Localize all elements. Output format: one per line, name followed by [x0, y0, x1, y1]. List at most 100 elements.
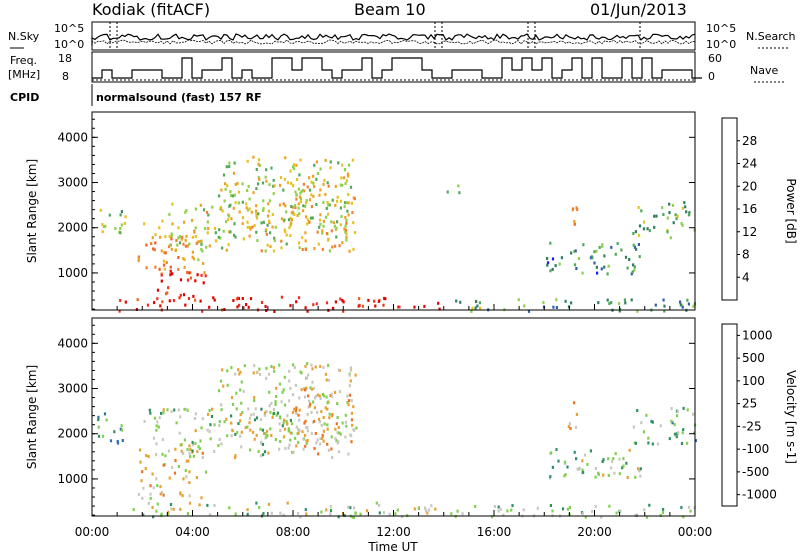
power-echo-cell — [290, 205, 293, 208]
power-echo-cell — [234, 201, 237, 205]
velocity-echo-cell — [147, 454, 150, 458]
velocity-echo-cell — [670, 407, 673, 410]
velocity-echo-cell — [101, 434, 105, 438]
velocity-echo-cell — [499, 507, 502, 511]
velocity-echo-cell — [354, 373, 357, 377]
velocity-echo-cell — [320, 510, 323, 514]
power-echo-cell — [345, 219, 348, 222]
velocity-echo-region — [143, 407, 295, 460]
power-echo-cell — [99, 208, 102, 212]
velocity-echo-cell — [274, 400, 277, 404]
velocity-echo-cell — [270, 434, 273, 437]
velocity-echo-cell — [597, 471, 600, 475]
velocity-echo-cell — [313, 406, 316, 410]
power-echo-cell — [319, 188, 322, 192]
velocity-echo-cell — [289, 438, 292, 442]
power-echo-cell — [218, 228, 221, 232]
power-echo-cell — [260, 221, 263, 225]
power-echo-cell — [297, 206, 300, 210]
power-echo-cell — [194, 279, 197, 283]
velocity-y-tick-label: 1000 — [57, 472, 88, 486]
velocity-echo-cell — [330, 414, 334, 418]
freq-traces — [92, 57, 702, 81]
velocity-echo-cell — [613, 471, 616, 475]
velocity-echo-cell — [680, 506, 683, 509]
velocity-echo-cell — [144, 467, 147, 471]
power-echo-cell — [258, 164, 261, 167]
power-echo-cell — [351, 158, 354, 162]
velocity-echo-cell — [619, 509, 622, 513]
power-echo-cell — [229, 230, 232, 234]
velocity-echo-cell — [179, 491, 182, 495]
velocity-echo-cell — [348, 384, 351, 388]
velocity-echo-cell — [609, 466, 613, 470]
velocity-echo-cell — [183, 407, 186, 411]
velocity-echo-cell — [293, 436, 297, 440]
velocity-echo-cell — [155, 477, 158, 481]
power-echo-cell — [325, 301, 329, 305]
velocity-echo-cell — [337, 368, 340, 372]
velocity-echo-cell — [461, 512, 464, 516]
power-echo-cell — [257, 176, 260, 180]
power-echo-cell — [156, 288, 160, 292]
power-echo-cell — [327, 184, 330, 188]
velocity-echo-cell — [682, 406, 685, 410]
power-colorbar-tick-label: 8 — [742, 248, 750, 262]
power-echo-cell — [289, 304, 292, 308]
power-echo-cell — [229, 190, 232, 194]
power-echo-cell — [630, 298, 633, 302]
velocity-echo-cell — [651, 420, 654, 424]
power-echo-cell — [617, 302, 621, 306]
velocity-echo-cell — [162, 408, 165, 412]
power-echo-cell — [574, 249, 577, 253]
power-echo-cell — [319, 167, 322, 171]
velocity-echo-cell — [284, 446, 287, 450]
velocity-echo-cell — [319, 437, 322, 441]
velocity-echo-cell — [636, 409, 639, 412]
power-echo-cell — [208, 305, 211, 309]
power-y-axis-label: Slant Range [km] — [25, 159, 39, 263]
velocity-echo-cell — [237, 422, 240, 425]
power-echo-cell — [200, 247, 203, 251]
velocity-echo-cell — [349, 366, 352, 370]
velocity-echo-cell — [330, 447, 333, 451]
power-echo-cell — [177, 236, 180, 240]
velocity-echo-cell — [676, 409, 679, 413]
power-echo-cell — [345, 235, 348, 239]
velocity-echo-cell — [341, 421, 344, 425]
power-echo-cell — [347, 174, 350, 178]
velocity-echo-cell — [225, 417, 228, 421]
velocity-echo-cell — [220, 442, 223, 446]
power-echo-cell — [264, 249, 267, 253]
velocity-echo-cell — [305, 425, 308, 429]
velocity-echo-cell — [177, 408, 180, 412]
power-echo-cell — [304, 239, 307, 243]
velocity-echo-cell — [249, 448, 252, 452]
power-echo-cell — [156, 297, 159, 301]
velocity-echo-cell — [312, 400, 315, 404]
velocity-echo-cell — [297, 441, 300, 444]
power-echo-cell — [178, 235, 181, 238]
velocity-echo-cell — [424, 506, 427, 510]
velocity-echo-cell — [288, 399, 291, 403]
velocity-echo-cell — [299, 515, 302, 519]
velocity-echo-cell — [278, 447, 281, 451]
power-echo-cell — [177, 267, 180, 271]
power-echo-cell — [170, 237, 173, 241]
velocity-echo-cell — [314, 365, 317, 369]
velocity-echo-cell — [345, 424, 348, 428]
velocity-echo-cell — [304, 444, 307, 448]
power-echo-cell — [340, 176, 343, 180]
power-echo-cell — [220, 188, 223, 192]
velocity-echo-cell — [349, 433, 352, 437]
power-echo-cell — [302, 209, 305, 213]
power-echo-cell — [288, 226, 291, 230]
velocity-echo-cell — [320, 423, 323, 427]
velocity-echo-cell — [346, 394, 349, 398]
power-echo-cell — [236, 296, 239, 300]
velocity-echo-cell — [317, 417, 321, 421]
velocity-echo-cell — [493, 504, 496, 508]
power-echo-cell — [289, 223, 292, 227]
x-tick-label: 00:00 — [678, 525, 713, 539]
power-echo-cell — [285, 210, 288, 214]
